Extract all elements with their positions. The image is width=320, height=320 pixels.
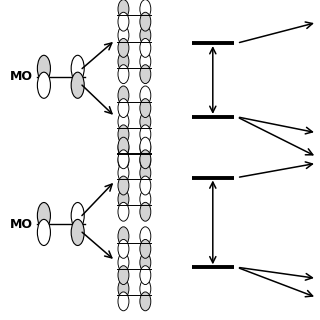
Ellipse shape: [118, 65, 129, 84]
Ellipse shape: [118, 26, 129, 45]
Text: MO: MO: [10, 70, 33, 83]
Ellipse shape: [118, 150, 129, 169]
Ellipse shape: [118, 253, 129, 272]
Ellipse shape: [118, 227, 129, 246]
Ellipse shape: [71, 203, 84, 228]
Ellipse shape: [140, 139, 151, 157]
Ellipse shape: [118, 86, 129, 105]
Ellipse shape: [140, 202, 151, 221]
Ellipse shape: [140, 190, 151, 209]
Ellipse shape: [140, 12, 151, 31]
Ellipse shape: [118, 52, 129, 71]
Ellipse shape: [140, 266, 151, 284]
Ellipse shape: [140, 164, 151, 182]
Ellipse shape: [118, 202, 129, 221]
Ellipse shape: [118, 190, 129, 209]
Ellipse shape: [140, 239, 151, 258]
Ellipse shape: [140, 253, 151, 272]
Ellipse shape: [140, 99, 151, 117]
Ellipse shape: [118, 164, 129, 182]
Ellipse shape: [118, 0, 129, 19]
Text: MO: MO: [10, 218, 33, 230]
Ellipse shape: [118, 99, 129, 117]
Ellipse shape: [140, 227, 151, 246]
Ellipse shape: [37, 220, 51, 245]
Ellipse shape: [140, 26, 151, 45]
Ellipse shape: [140, 38, 151, 57]
Ellipse shape: [140, 52, 151, 71]
Ellipse shape: [140, 137, 151, 156]
Ellipse shape: [140, 0, 151, 19]
Ellipse shape: [37, 55, 51, 81]
Ellipse shape: [140, 125, 151, 144]
Ellipse shape: [118, 239, 129, 258]
Ellipse shape: [140, 112, 151, 131]
Ellipse shape: [118, 176, 129, 195]
Ellipse shape: [37, 203, 51, 228]
Ellipse shape: [140, 86, 151, 105]
Ellipse shape: [140, 65, 151, 84]
Ellipse shape: [118, 38, 129, 57]
Ellipse shape: [71, 220, 84, 245]
Ellipse shape: [118, 139, 129, 157]
Ellipse shape: [118, 137, 129, 156]
Ellipse shape: [118, 266, 129, 284]
Ellipse shape: [140, 176, 151, 195]
Ellipse shape: [118, 112, 129, 131]
Ellipse shape: [118, 151, 129, 170]
Ellipse shape: [140, 292, 151, 311]
Ellipse shape: [140, 150, 151, 169]
Ellipse shape: [118, 125, 129, 144]
Ellipse shape: [71, 72, 84, 98]
Ellipse shape: [140, 151, 151, 170]
Ellipse shape: [140, 279, 151, 298]
Ellipse shape: [118, 12, 129, 31]
Ellipse shape: [71, 55, 84, 81]
Ellipse shape: [37, 72, 51, 98]
Ellipse shape: [118, 292, 129, 311]
Ellipse shape: [118, 279, 129, 298]
